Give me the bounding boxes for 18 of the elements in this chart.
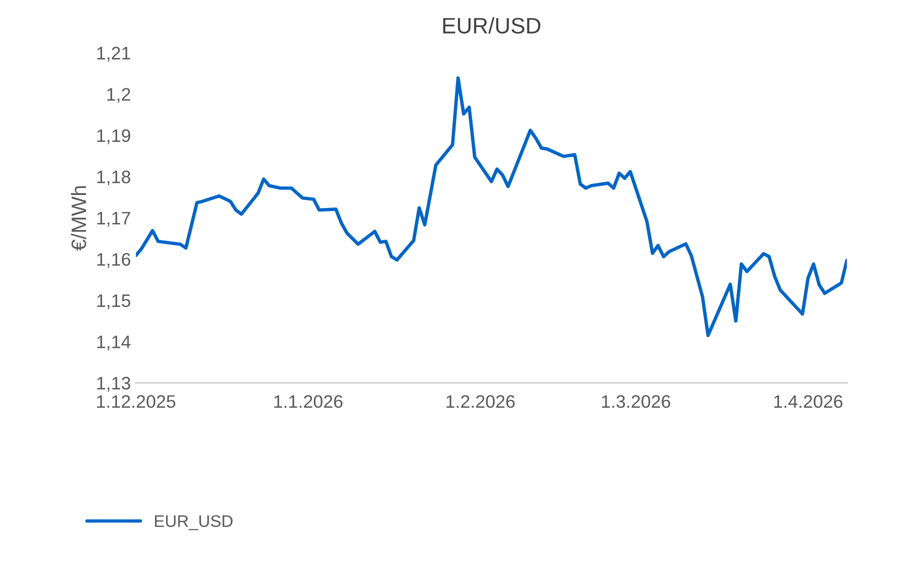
y-axis-title: €/MWh bbox=[70, 186, 86, 251]
y-tick-label: 1,18 bbox=[97, 170, 130, 186]
y-tick-label: 1,19 bbox=[97, 129, 130, 144]
y-tick-label: 1,17 bbox=[97, 212, 130, 227]
y-tick-label: 1,2 bbox=[107, 88, 130, 103]
x-tick-label: 1.1.2026 bbox=[274, 395, 342, 408]
x-tick-label: 1.2.2026 bbox=[446, 395, 515, 408]
chart-title: EUR/USD bbox=[443, 17, 540, 34]
y-tick-label: 1,16 bbox=[97, 253, 130, 268]
x-tick-label: 1.4.2026 bbox=[774, 395, 842, 408]
x-tick-label: 1.3.2026 bbox=[602, 395, 670, 408]
x-tick-label: 1.12.2025 bbox=[97, 395, 176, 408]
line-series bbox=[136, 76, 847, 338]
y-tick-label: 1,13 bbox=[97, 376, 130, 392]
y-tick-label: 1,14 bbox=[97, 336, 131, 350]
y-tick-label: 1,21 bbox=[97, 46, 130, 62]
y-tick-label: 1,15 bbox=[97, 294, 130, 310]
legend-label: EUR_USD bbox=[155, 515, 233, 530]
